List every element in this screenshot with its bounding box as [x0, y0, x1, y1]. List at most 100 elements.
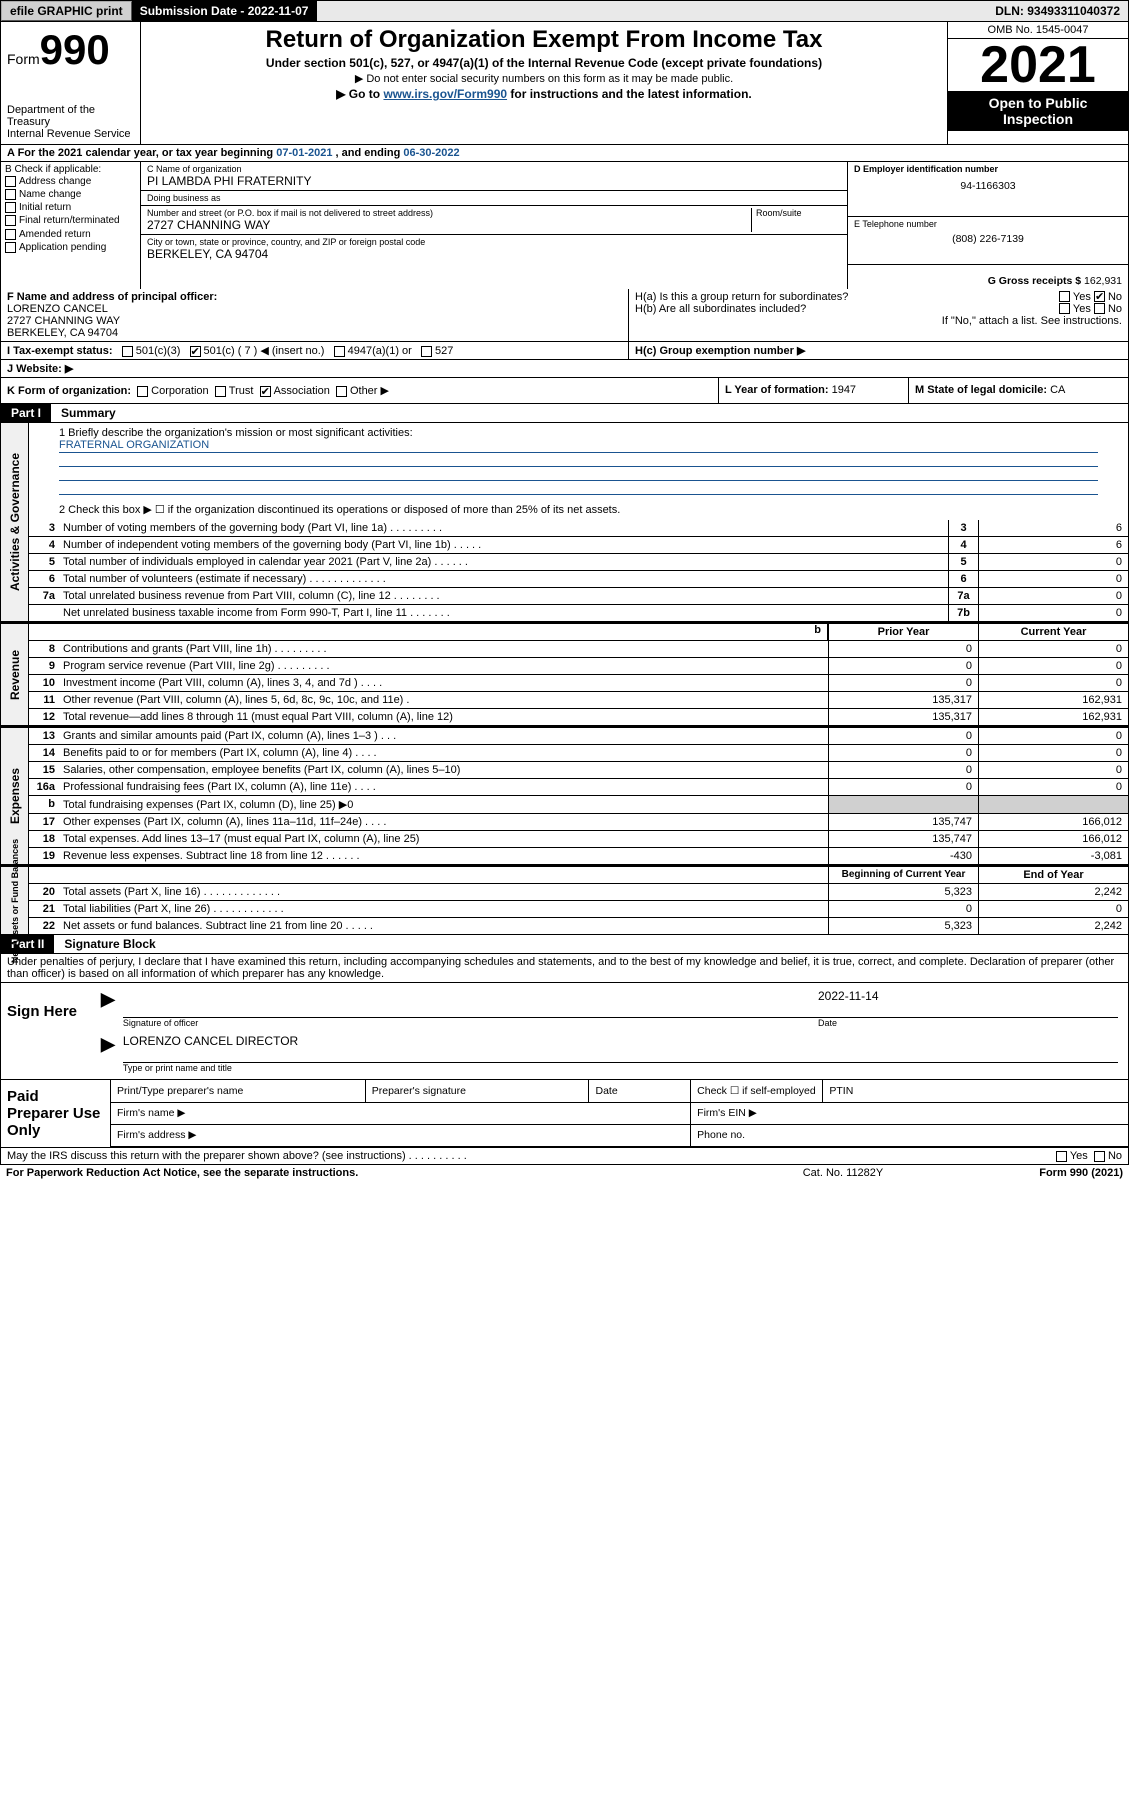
table-row: 4Number of independent voting members of…: [29, 537, 1128, 554]
ein-label: D Employer identification number: [854, 164, 1122, 174]
table-row: 15Salaries, other compensation, employee…: [29, 762, 1128, 779]
table-row: 16aProfessional fundraising fees (Part I…: [29, 779, 1128, 796]
line1-label: 1 Briefly describe the organization's mi…: [59, 427, 1098, 439]
table-row: 10Investment income (Part VIII, column (…: [29, 675, 1128, 692]
chk-final-return[interactable]: Final return/terminated: [19, 216, 120, 227]
chk-address-change[interactable]: Address change: [19, 176, 91, 187]
irs-link[interactable]: www.irs.gov/Form990: [383, 87, 507, 101]
may-irs-row: May the IRS discuss this return with the…: [0, 1148, 1129, 1165]
subtitle-2: ▶ Do not enter social security numbers o…: [145, 72, 943, 85]
row-i: I Tax-exempt status: 501(c)(3) 501(c) ( …: [0, 342, 1129, 360]
chk-501c[interactable]: 501(c) ( 7 ) ◀ (insert no.): [204, 345, 325, 357]
sign-here-label: Sign Here: [1, 983, 91, 1079]
chk-other[interactable]: Other ▶: [350, 385, 389, 397]
year-formation: 1947: [832, 384, 856, 396]
officer-print-name: LORENZO CANCEL DIRECTOR: [123, 1034, 1118, 1048]
city-value: BERKELEY, CA 94704: [147, 247, 841, 261]
section-net-assets: Net Assets or Fund Balances Beginning of…: [0, 865, 1129, 935]
side-rev: Revenue: [8, 649, 22, 699]
topbar: efile GRAPHIC print Submission Date - 20…: [0, 0, 1129, 22]
chk-app-pending[interactable]: Application pending: [19, 242, 106, 253]
box-l-label: L Year of formation:: [725, 384, 829, 396]
gross-receipts-label: G Gross receipts $: [988, 275, 1081, 287]
may-irs-no[interactable]: No: [1108, 1150, 1122, 1162]
prep-self-label[interactable]: Check ☐ if self-employed: [691, 1080, 823, 1102]
tax-exempt-label: I Tax-exempt status:: [7, 345, 113, 357]
form-990-label: Form 990 (2021): [943, 1167, 1123, 1179]
table-row: bTotal fundraising expenses (Part IX, co…: [29, 796, 1128, 814]
hb-yes[interactable]: Yes: [1073, 303, 1091, 315]
may-irs-text: May the IRS discuss this return with the…: [7, 1150, 1056, 1162]
subtitle-3: ▶ Go to www.irs.gov/Form990 for instruct…: [147, 87, 941, 101]
department-label: Department of the Treasury Internal Reve…: [7, 104, 134, 140]
subtitle-1: Under section 501(c), 527, or 4947(a)(1)…: [147, 56, 941, 70]
table-row: 19Revenue less expenses. Subtract line 1…: [29, 848, 1128, 864]
phone-value: (808) 226-7139: [854, 233, 1122, 245]
perjury-declaration: Under penalties of perjury, I declare th…: [0, 954, 1129, 983]
table-row: 11Other revenue (Part VIII, column (A), …: [29, 692, 1128, 709]
h-a-label: H(a) Is this a group return for subordin…: [635, 291, 1059, 303]
efile-print-button[interactable]: efile GRAPHIC print: [1, 1, 132, 21]
part1-header: Part ISummary: [0, 404, 1129, 423]
row-f-h: F Name and address of principal officer:…: [0, 289, 1129, 342]
table-row: 3Number of voting members of the governi…: [29, 520, 1128, 537]
dba-label: Doing business as: [147, 193, 841, 203]
sign-date: 2022-11-14: [818, 989, 1118, 1003]
table-row: 22Net assets or fund balances. Subtract …: [29, 918, 1128, 934]
table-row: 8Contributions and grants (Part VIII, li…: [29, 641, 1128, 658]
table-row: 18Total expenses. Add lines 13–17 (must …: [29, 831, 1128, 848]
website-label: J Website: ▶: [7, 363, 73, 375]
paid-preparer-label: Paid Preparer Use Only: [1, 1080, 111, 1147]
room-label: Room/suite: [756, 208, 841, 218]
street-label: Number and street (or P.O. box if mail i…: [147, 208, 751, 218]
ha-yes[interactable]: Yes: [1073, 291, 1091, 303]
tax-year-row: A For the 2021 calendar year, or tax yea…: [0, 145, 1129, 162]
part2-header: Part IISignature Block: [0, 935, 1129, 954]
table-row: 7aTotal unrelated business revenue from …: [29, 588, 1128, 605]
paid-preparer-block: Paid Preparer Use Only Print/Type prepar…: [0, 1080, 1129, 1148]
line2: 2 Check this box ▶ ☐ if the organization…: [29, 499, 1128, 520]
section-expenses: Expenses 13Grants and similar amounts pa…: [0, 726, 1129, 865]
page-footer: For Paperwork Reduction Act Notice, see …: [0, 1165, 1129, 1181]
table-row: 20Total assets (Part X, line 16) . . . .…: [29, 884, 1128, 901]
table-row: 5Total number of individuals employed in…: [29, 554, 1128, 571]
firm-name-label: Firm's name ▶: [111, 1102, 691, 1124]
box-m-label: M State of legal domicile:: [915, 384, 1047, 396]
section-revenue: Revenue bPrior YearCurrent Year 8Contrib…: [0, 622, 1129, 726]
phone-label: E Telephone number: [854, 219, 1122, 229]
chk-initial-return[interactable]: Initial return: [19, 202, 71, 213]
sign-here-block: Sign Here ▶ 2022-11-14 Signature of offi…: [0, 983, 1129, 1080]
mission-text: FRATERNAL ORGANIZATION: [59, 439, 1098, 453]
h-c-label: H(c) Group exemption number ▶: [635, 345, 805, 357]
chk-trust[interactable]: Trust: [229, 385, 254, 397]
chk-amended[interactable]: Amended return: [19, 229, 91, 240]
arrow-icon: ▶: [101, 1034, 115, 1073]
chk-501c3[interactable]: 501(c)(3): [136, 345, 181, 357]
arrow-icon: ▶: [101, 989, 115, 1028]
city-label: City or town, state or province, country…: [147, 237, 841, 247]
table-row: 12Total revenue—add lines 8 through 11 (…: [29, 709, 1128, 725]
chk-assoc[interactable]: Association: [274, 385, 330, 397]
open-to-public: Open to Public Inspection: [948, 91, 1128, 131]
box-k-label: K Form of organization:: [7, 385, 131, 397]
prep-name-label: Print/Type preparer's name: [111, 1080, 365, 1102]
chk-4947[interactable]: 4947(a)(1) or: [348, 345, 412, 357]
officer-addr1: 2727 CHANNING WAY: [7, 315, 120, 327]
table-row: Net unrelated business taxable income fr…: [29, 605, 1128, 621]
col-begin: Beginning of Current Year: [828, 867, 978, 883]
table-row: 6Total number of volunteers (estimate if…: [29, 571, 1128, 588]
prep-sig-label: Preparer's signature: [365, 1080, 589, 1102]
submission-date: Submission Date - 2022-11-07: [132, 1, 318, 21]
section-governance: Activities & Governance 1 Briefly descri…: [0, 423, 1129, 622]
table-row: 21Total liabilities (Part X, line 26) . …: [29, 901, 1128, 918]
chk-corp[interactable]: Corporation: [151, 385, 208, 397]
may-irs-yes[interactable]: Yes: [1070, 1150, 1088, 1162]
ha-no[interactable]: No: [1108, 291, 1122, 303]
chk-527[interactable]: 527: [435, 345, 453, 357]
gross-receipts-value: 162,931: [1084, 275, 1122, 287]
col-current: Current Year: [978, 624, 1128, 640]
sig-officer-label: Signature of officer: [123, 1018, 818, 1028]
chk-name-change[interactable]: Name change: [19, 189, 81, 200]
box-f-label: F Name and address of principal officer:: [7, 291, 217, 303]
hb-no[interactable]: No: [1108, 303, 1122, 315]
